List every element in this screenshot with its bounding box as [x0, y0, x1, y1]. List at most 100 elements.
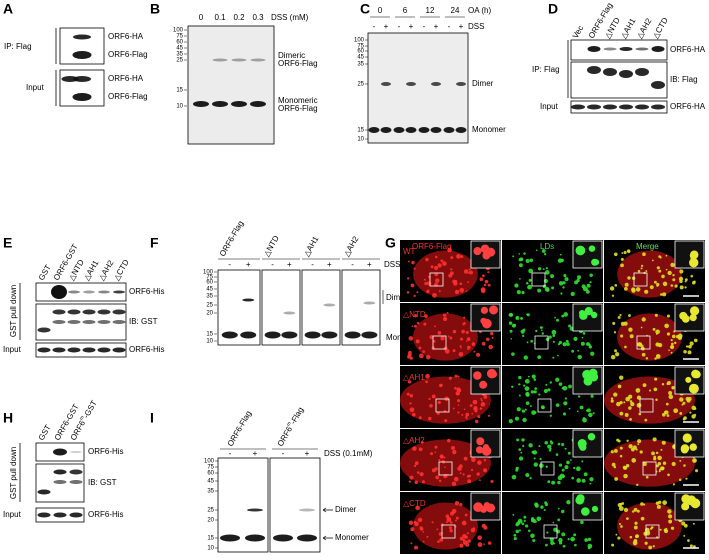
droplet [531, 374, 536, 379]
droplet [620, 263, 624, 268]
droplet [522, 444, 525, 448]
droplet [637, 443, 640, 446]
droplet [406, 277, 410, 280]
marker-label: 20 [207, 518, 214, 524]
droplet [686, 398, 691, 403]
droplet [478, 461, 481, 464]
droplet [518, 253, 521, 255]
marker-label: 60 [207, 471, 214, 477]
droplet [411, 412, 416, 417]
droplet [508, 418, 513, 424]
droplet [568, 407, 571, 410]
droplet [657, 343, 663, 348]
droplet [610, 399, 614, 403]
droplet [414, 480, 419, 485]
label: OA (h) [468, 6, 491, 15]
droplet [414, 461, 419, 465]
droplet [684, 280, 687, 283]
droplet-zoom [480, 306, 489, 314]
droplet [629, 334, 634, 339]
droplet [410, 542, 413, 545]
droplet [664, 323, 669, 329]
droplet [440, 455, 444, 459]
droplet [570, 291, 575, 296]
droplet [679, 285, 684, 290]
droplet [569, 459, 572, 461]
marker-label: 20 [206, 311, 213, 317]
droplet [550, 441, 554, 445]
band [69, 512, 83, 518]
band [635, 104, 649, 110]
label: △AH2 [403, 436, 425, 445]
droplet [434, 255, 438, 259]
droplet [574, 543, 577, 547]
droplet [455, 392, 459, 396]
blot [301, 269, 341, 346]
blot [367, 32, 469, 144]
droplet [516, 316, 518, 319]
inset [674, 492, 705, 521]
label: + [305, 449, 310, 458]
droplet [513, 536, 517, 541]
cell [617, 250, 682, 298]
blot [341, 269, 381, 346]
droplet [614, 284, 618, 287]
droplet [461, 329, 465, 334]
blot [35, 303, 127, 341]
droplet [447, 247, 452, 253]
micrograph [502, 240, 603, 302]
droplet [459, 536, 464, 541]
droplet [449, 336, 453, 340]
droplet [665, 254, 668, 257]
droplet [446, 312, 449, 315]
marker-label: 60 [357, 49, 364, 55]
label: - [373, 22, 376, 31]
droplet [692, 545, 696, 548]
droplet-zoom [578, 309, 586, 317]
panel-letter: B [150, 1, 160, 17]
droplet [462, 538, 466, 542]
band [53, 512, 67, 518]
droplet [407, 354, 411, 359]
droplet [408, 480, 411, 483]
droplet [457, 404, 460, 407]
droplet [437, 263, 442, 268]
droplet [613, 465, 617, 469]
droplet [532, 519, 537, 524]
droplet [440, 259, 444, 263]
droplet [670, 339, 673, 342]
droplet [557, 518, 561, 522]
droplet [419, 472, 424, 477]
label: - [448, 22, 451, 31]
band [231, 58, 247, 62]
droplet [528, 268, 534, 274]
droplet [467, 281, 470, 283]
blot [217, 269, 261, 346]
droplet [618, 506, 624, 511]
droplet [577, 354, 582, 360]
band [69, 469, 83, 475]
droplet-zoom [689, 306, 700, 316]
marker-label: 45 [206, 287, 213, 293]
droplet [465, 290, 468, 292]
droplet [468, 474, 472, 478]
band [455, 127, 467, 133]
label: + [459, 22, 464, 31]
droplet [541, 332, 545, 335]
droplet [459, 502, 463, 507]
droplet [644, 418, 648, 422]
droplet [457, 411, 460, 414]
droplet [436, 528, 439, 531]
droplet [468, 268, 471, 271]
droplet [574, 280, 579, 285]
droplet [512, 255, 515, 258]
band [587, 104, 601, 110]
label: WT [403, 247, 416, 256]
droplet [458, 351, 464, 357]
droplet [431, 468, 436, 473]
droplet [531, 450, 535, 454]
droplet [619, 375, 624, 380]
droplet [525, 392, 530, 397]
droplet [642, 383, 647, 388]
droplet [587, 537, 592, 541]
